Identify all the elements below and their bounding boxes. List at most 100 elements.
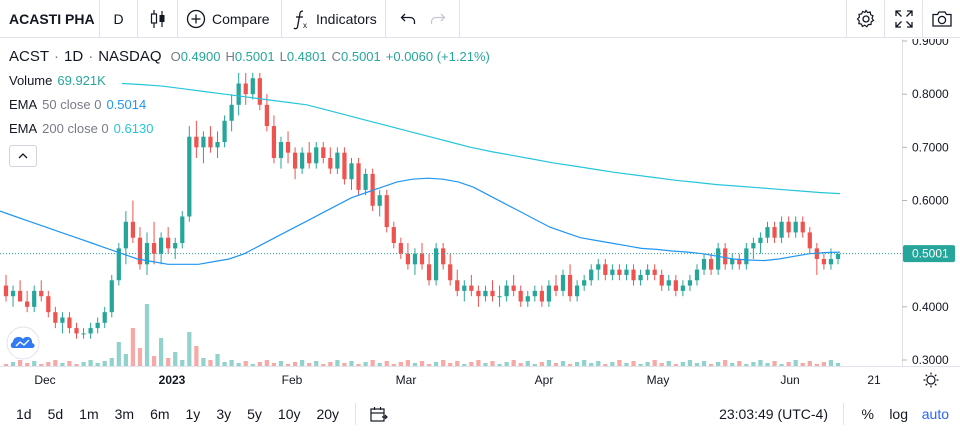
range-3y[interactable]: 3y: [216, 406, 232, 422]
time-axis[interactable]: Dec 2023 Feb Mar Apr May Jun 21: [34, 373, 881, 387]
volume-bar: [151, 356, 157, 366]
candle-body: [723, 248, 728, 265]
candle: [278, 136, 284, 169]
time-axis-label: Dec: [34, 373, 55, 387]
volume-bar: [236, 363, 241, 366]
volume-bar: [173, 352, 178, 366]
candle-body: [786, 221, 791, 233]
ema200-params: 200 close 0: [42, 121, 109, 136]
volume-bar: [835, 363, 841, 366]
range-1d[interactable]: 1d: [16, 406, 32, 422]
candle-body: [187, 136, 192, 217]
snapshot-button[interactable]: [922, 0, 960, 38]
candle: [257, 72, 262, 111]
candle-body: [701, 258, 707, 270]
candle-body: [10, 290, 16, 297]
volume-bar: [187, 332, 192, 366]
go-to-date-button[interactable]: [364, 395, 394, 433]
candle: [95, 317, 100, 334]
candle-body: [271, 126, 277, 158]
symbol-legend-row[interactable]: ACST · 1D · NASDAQ O 0.4900 H 0.5001 L 0.48…: [9, 45, 490, 69]
symbol-search-button[interactable]: ACASTI PHA: [0, 0, 100, 38]
range-5y[interactable]: 5y: [247, 406, 262, 422]
low-value: 0.4801: [286, 49, 327, 64]
volume-bar: [525, 361, 530, 366]
volume-bar: [32, 361, 37, 366]
range-6m[interactable]: 6m: [150, 406, 170, 422]
auto-toggle[interactable]: auto: [922, 395, 949, 433]
volume-legend-row[interactable]: Volume 69.921K: [9, 69, 490, 93]
settings-button[interactable]: [846, 0, 884, 38]
candle-body: [95, 322, 100, 329]
candle: [539, 285, 544, 307]
undo-icon[interactable]: [400, 12, 416, 26]
candle: [666, 274, 671, 291]
ema200-legend-row[interactable]: EMA 200 close 0 0.6130: [9, 117, 490, 141]
volume-bar: [694, 363, 700, 366]
clock-display[interactable]: 23:03:49 (UTC-4): [719, 395, 828, 433]
candle: [638, 269, 643, 286]
volume-bar: [159, 338, 164, 366]
candle: [772, 221, 777, 244]
candle-body: [25, 301, 30, 307]
percent-toggle[interactable]: %: [862, 395, 874, 433]
price-axis[interactable]: 0.90000.80000.70000.60000.50000.40000.30…: [902, 39, 949, 367]
legend-collapse-button[interactable]: [9, 145, 37, 167]
chart-type-button[interactable]: [138, 0, 178, 38]
candle: [342, 147, 347, 185]
candle-body: [180, 216, 185, 244]
candle: [32, 285, 37, 313]
range-20y[interactable]: 20y: [316, 406, 340, 422]
ema50-legend-row[interactable]: EMA 50 close 0 0.5014: [9, 93, 490, 117]
range-1y[interactable]: 1y: [185, 406, 201, 422]
tradingview-logo[interactable]: [6, 326, 40, 360]
candle: [243, 72, 248, 105]
volume-bar: [546, 360, 552, 366]
candle: [314, 142, 319, 169]
candle-body: [575, 285, 580, 297]
interval-label: D: [113, 10, 124, 27]
candle: [610, 264, 615, 281]
candle: [321, 142, 326, 164]
price-tick-label: 0.7000: [912, 140, 949, 154]
candle-body: [236, 83, 241, 105]
volume-bar: [3, 364, 9, 366]
log-toggle[interactable]: log: [889, 395, 908, 433]
compare-button[interactable]: Compare: [178, 0, 282, 38]
range-5d[interactable]: 5d: [47, 406, 64, 422]
volume-bar: [497, 364, 502, 366]
toolbar-right-group: [846, 0, 960, 38]
timezone-settings-button[interactable]: [923, 372, 939, 388]
svg-text:x: x: [303, 21, 307, 30]
candle: [603, 258, 608, 281]
price-chart[interactable]: 0.90000.80000.70000.60000.50000.40000.30…: [0, 39, 960, 395]
range-3m[interactable]: 3m: [114, 406, 135, 422]
volume-bar: [257, 362, 262, 366]
plus-circle-icon: [186, 9, 206, 28]
indicators-button[interactable]: x Indicators: [282, 0, 386, 38]
redo-icon[interactable]: [430, 12, 446, 26]
interval-button[interactable]: D: [100, 0, 138, 38]
volume-bar: [109, 358, 114, 366]
candle: [828, 248, 834, 270]
volume-bar: [194, 346, 199, 366]
fullscreen-button[interactable]: [884, 0, 922, 38]
candle: [716, 243, 721, 275]
volume-bar: [292, 362, 298, 366]
volume-bar: [582, 360, 587, 366]
range-10y[interactable]: 10y: [277, 406, 301, 422]
candle: [511, 274, 516, 297]
volume-bar: [758, 360, 763, 366]
candle-body: [546, 285, 552, 302]
candle-body: [81, 333, 86, 335]
range-1m[interactable]: 1m: [79, 406, 99, 422]
candle-body: [631, 269, 636, 281]
candle-body: [730, 258, 735, 265]
candle-body: [708, 258, 714, 270]
camera-icon: [931, 11, 952, 27]
volume-label: Volume: [9, 73, 53, 88]
volume-bar: [476, 360, 481, 366]
candle-body: [455, 280, 460, 291]
volume-bar: [596, 361, 601, 366]
volume-bar: [144, 304, 150, 366]
